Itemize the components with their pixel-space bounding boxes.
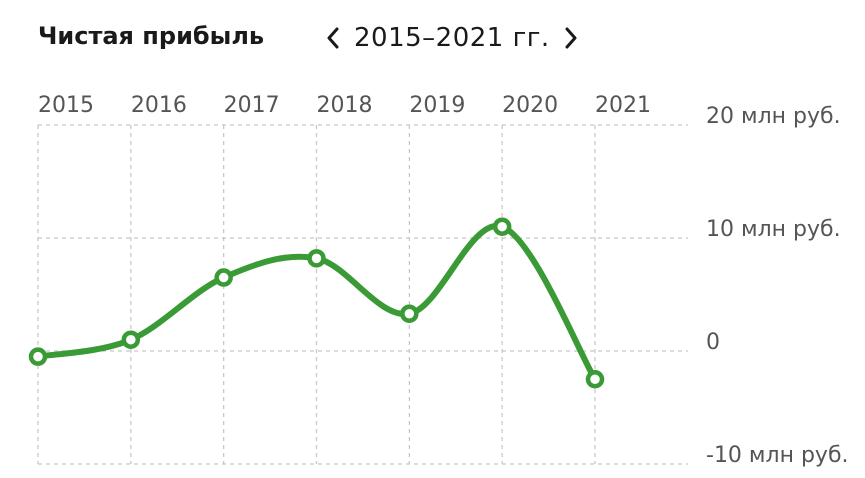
data-point <box>400 304 419 323</box>
x-tick-label: 2020 <box>502 93 558 118</box>
horizontal-gridlines <box>38 124 688 465</box>
data-point <box>121 330 141 349</box>
x-axis-labels: 2015 2016 2017 2018 2019 2020 2021 <box>38 93 651 118</box>
data-point <box>492 217 512 236</box>
x-tick-label: 2017 <box>224 93 280 118</box>
x-tick-label: 2016 <box>131 93 187 118</box>
data-point <box>307 249 326 268</box>
chart-title: Чистая прибыль <box>38 22 265 50</box>
data-point <box>214 268 233 287</box>
next-period-button[interactable] <box>556 20 586 56</box>
data-point <box>28 347 48 366</box>
chevron-left-icon <box>327 27 339 49</box>
y-tick-label: 0 <box>706 330 720 355</box>
y-tick-label: -10 млн руб. <box>706 443 849 468</box>
y-axis-labels: 20 млн руб. 10 млн руб. 0 -10 млн руб. <box>706 104 849 468</box>
chart-header: Чистая прибыль 2015–2021 гг. <box>38 18 638 58</box>
period-selector: 2015–2021 гг. <box>318 18 586 58</box>
x-tick-label: 2018 <box>317 93 373 118</box>
x-tick-label: 2021 <box>595 93 651 118</box>
y-tick-label: 10 млн руб. <box>706 217 841 242</box>
x-tick-label: 2019 <box>409 93 465 118</box>
y-tick-label: 20 млн руб. <box>706 104 841 129</box>
chevron-right-icon <box>565 27 577 49</box>
data-point <box>585 370 605 389</box>
prev-period-button[interactable] <box>318 20 348 56</box>
x-tick-label: 2015 <box>38 93 94 118</box>
data-points <box>28 217 605 389</box>
period-label: 2015–2021 гг. <box>354 23 550 53</box>
vertical-gridlines <box>37 125 596 464</box>
